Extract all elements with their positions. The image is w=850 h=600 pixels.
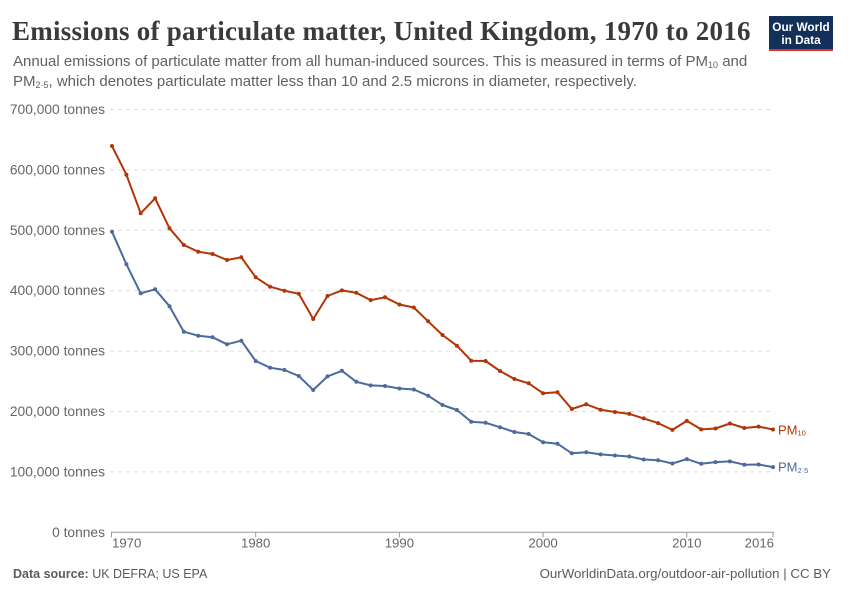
svg-text:600,000 tonnes: 600,000 tonnes (10, 162, 105, 177)
svg-text:1990: 1990 (385, 536, 414, 551)
svg-text:2016: 2016 (745, 536, 774, 551)
svg-text:2000: 2000 (528, 536, 557, 551)
svg-text:PM2·5: PM2·5 (778, 460, 808, 475)
svg-text:1970: 1970 (112, 536, 141, 551)
svg-text:2010: 2010 (672, 536, 701, 551)
svg-text:100,000 tonnes: 100,000 tonnes (10, 464, 105, 479)
svg-text:300,000 tonnes: 300,000 tonnes (10, 344, 105, 359)
svg-text:200,000 tonnes: 200,000 tonnes (10, 404, 105, 419)
svg-text:700,000 tonnes: 700,000 tonnes (10, 102, 105, 117)
svg-text:0 tonnes: 0 tonnes (52, 525, 105, 540)
svg-text:PM10: PM10 (778, 422, 806, 437)
svg-text:500,000 tonnes: 500,000 tonnes (10, 223, 105, 238)
svg-text:1980: 1980 (241, 536, 270, 551)
svg-text:400,000 tonnes: 400,000 tonnes (10, 283, 105, 298)
